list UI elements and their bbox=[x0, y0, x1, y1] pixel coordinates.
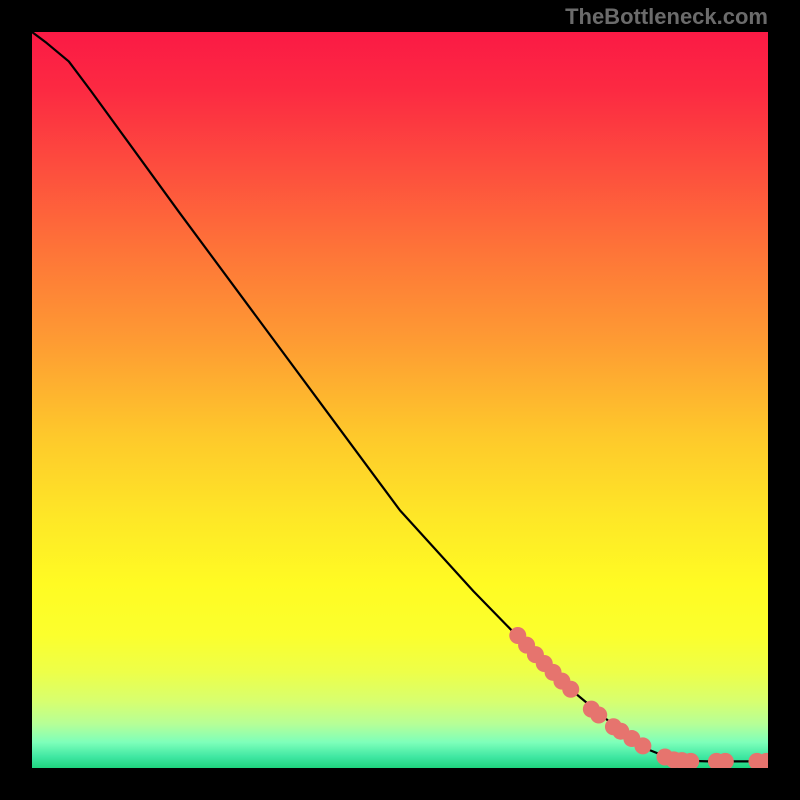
data-point bbox=[634, 737, 651, 754]
chart-frame: TheBottleneck.com bbox=[0, 0, 800, 800]
plot-area bbox=[32, 32, 768, 768]
bottleneck-curve bbox=[32, 32, 768, 761]
data-point bbox=[562, 681, 579, 698]
data-point bbox=[590, 707, 607, 724]
attribution-text: TheBottleneck.com bbox=[565, 4, 768, 30]
chart-svg bbox=[32, 32, 768, 768]
